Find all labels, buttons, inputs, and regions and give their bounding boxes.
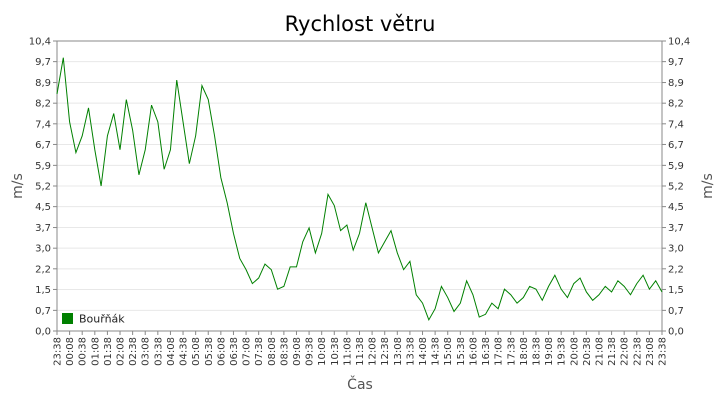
- x-tick-label: 19:08: [544, 337, 555, 366]
- x-tick-label: 09:38: [305, 337, 316, 366]
- y2-tick-label: 4,5: [668, 202, 684, 213]
- y2-tick-label: 6,7: [668, 140, 684, 151]
- legend-swatch: [62, 313, 73, 324]
- x-tick-label: 01:08: [90, 337, 101, 366]
- x-tick-label: 01:38: [103, 337, 114, 366]
- x-tick-label: 23:08: [645, 337, 656, 366]
- y2-tick-label: 5,2: [668, 182, 684, 193]
- x-tick-label: 22:08: [620, 337, 631, 366]
- y-axis-label: m/s: [10, 173, 26, 199]
- y2-tick-label: 1,5: [668, 285, 684, 296]
- y2-tick-label: 10,4: [668, 37, 690, 48]
- x-tick-label: 14:38: [431, 337, 442, 366]
- x-axis-label: Čas: [347, 375, 373, 393]
- x-tick-label: 00:38: [78, 337, 89, 366]
- x-tick-label: 15:08: [443, 337, 454, 366]
- x-tick-label: 11:08: [342, 337, 353, 366]
- x-tick-label: 12:38: [380, 337, 391, 366]
- legend-label: Bouřňák: [79, 313, 125, 326]
- y2-tick-label: 5,9: [668, 161, 684, 172]
- y2-tick-label: 8,2: [668, 99, 684, 110]
- x-tick-label: 02:08: [116, 337, 127, 366]
- x-tick-label: 11:38: [355, 337, 366, 366]
- x-tick-label: 20:08: [569, 337, 580, 366]
- x-tick-label: 13:38: [405, 337, 416, 366]
- x-tick-label: 00:08: [65, 337, 76, 366]
- x-tick-label: 03:08: [141, 337, 152, 366]
- y-tick-label: 10,4: [29, 37, 51, 48]
- x-tick-label: 08:08: [267, 337, 278, 366]
- x-tick-label: 10:38: [330, 337, 341, 366]
- y-tick-label: 0,0: [35, 327, 51, 338]
- y2-tick-label: 9,7: [668, 57, 684, 68]
- x-tick-label: 03:38: [153, 337, 164, 366]
- y2-tick-label: 3,7: [668, 223, 684, 234]
- y-tick-label: 2,2: [35, 264, 51, 275]
- y2-tick-label: 0,0: [668, 327, 684, 338]
- y-tick-label: 5,9: [35, 161, 51, 172]
- x-tick-label: 21:38: [607, 337, 618, 366]
- y-tick-label: 0,7: [35, 306, 51, 317]
- x-tick-label: 18:08: [519, 337, 530, 366]
- y2-tick-label: 3,0: [668, 244, 684, 255]
- y2-tick-label: 2,2: [668, 264, 684, 275]
- x-tick-label: 12:08: [368, 337, 379, 366]
- y-tick-label: 4,5: [35, 202, 51, 213]
- y-tick-label: 3,7: [35, 223, 51, 234]
- x-tick-label: 04:08: [166, 337, 177, 366]
- x-tick-label: 08:38: [279, 337, 290, 366]
- x-tick-label: 14:08: [418, 337, 429, 366]
- x-tick-label: 06:08: [216, 337, 227, 366]
- x-tick-label: 20:38: [582, 337, 593, 366]
- x-tick-label: 07:08: [242, 337, 253, 366]
- x-tick-label: 18:38: [531, 337, 542, 366]
- x-tick-label: 13:08: [393, 337, 404, 366]
- x-tick-label: 23:38: [53, 337, 64, 366]
- x-tick-label: 21:08: [594, 337, 605, 366]
- x-tick-label: 17:08: [494, 337, 505, 366]
- x-tick-label: 19:38: [557, 337, 568, 366]
- y-tick-label: 9,7: [35, 57, 51, 68]
- y-tick-label: 8,9: [35, 78, 51, 89]
- x-tick-label: 22:38: [632, 337, 643, 366]
- y-tick-label: 5,2: [35, 182, 51, 193]
- y2-tick-label: 0,7: [668, 306, 684, 317]
- y-tick-label: 7,4: [35, 119, 51, 130]
- x-tick-label: 06:38: [229, 337, 240, 366]
- y-tick-label: 6,7: [35, 140, 51, 151]
- x-tick-label: 09:08: [292, 337, 303, 366]
- x-tick-label: 05:08: [191, 337, 202, 366]
- x-tick-label: 05:38: [204, 337, 215, 366]
- y2-axis-label: m/s: [700, 173, 716, 199]
- x-tick-label: 17:38: [506, 337, 517, 366]
- y-tick-label: 1,5: [35, 285, 51, 296]
- y-tick-label: 8,2: [35, 99, 51, 110]
- y2-tick-label: 8,9: [668, 78, 684, 89]
- x-tick-label: 16:38: [481, 337, 492, 366]
- x-tick-label: 07:38: [254, 337, 265, 366]
- data-line: [56, 57, 663, 322]
- x-tick-label: 04:38: [179, 337, 190, 366]
- y2-tick-label: 7,4: [668, 119, 684, 130]
- x-tick-label: 16:08: [468, 337, 479, 366]
- x-tick-label: 23:38: [658, 337, 669, 366]
- y-tick-label: 3,0: [35, 244, 51, 255]
- x-tick-label: 10:08: [317, 337, 328, 366]
- x-tick-label: 15:38: [456, 337, 467, 366]
- chart-title: Rychlost větru: [285, 12, 436, 36]
- x-tick-label: 02:38: [128, 337, 139, 366]
